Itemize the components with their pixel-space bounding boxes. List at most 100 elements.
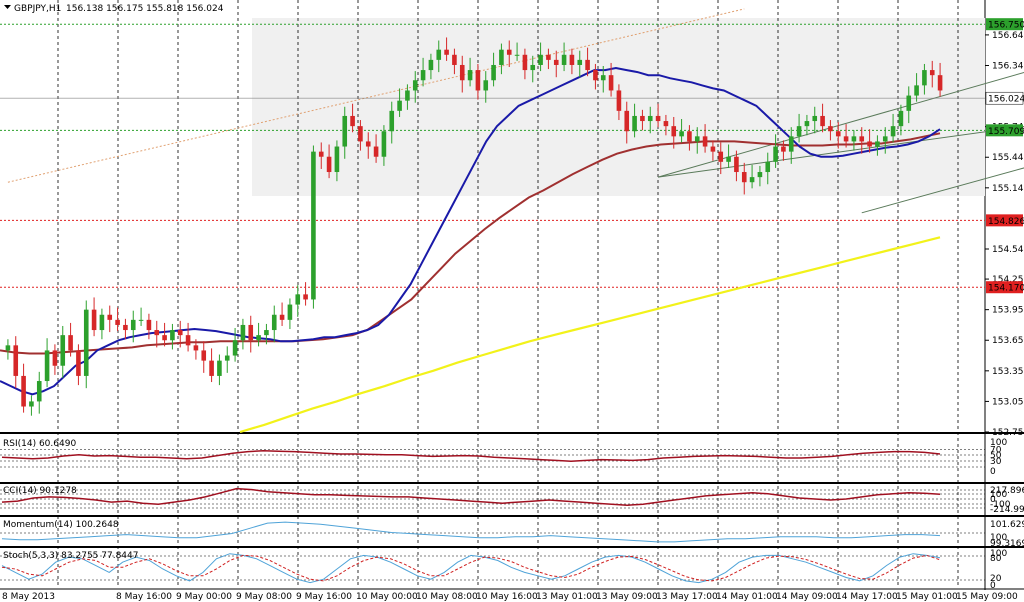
indicator-tick-label: 100 [990, 490, 1007, 500]
candle-body [193, 345, 199, 351]
channel-line-lower [861, 167, 1024, 214]
candle-body [483, 80, 489, 91]
candle-body [365, 141, 371, 147]
candle-body [514, 54, 520, 56]
price-marker-box [986, 124, 1023, 137]
candle-body [820, 115, 825, 127]
candle-body [757, 172, 763, 178]
candle-body [99, 314, 105, 331]
time-axis: 8 May 2013 8 May 16:00 9 May 00:00 9 May 08… [2, 592, 1018, 602]
candle-body [726, 156, 731, 162]
candle-body [875, 141, 880, 147]
candle-body [812, 115, 818, 122]
trendlines [7, 8, 1024, 214]
candle-body [107, 314, 113, 320]
price-tick-label: 154.545 [992, 245, 1024, 255]
candle-body [452, 54, 457, 65]
price-tick-label: 156.645 [992, 31, 1024, 41]
candle-body [185, 335, 191, 346]
candle-body [381, 131, 387, 157]
collapse-triangle-icon[interactable] [4, 5, 11, 9]
time-tick-label: 9 May 16:00 [296, 592, 352, 602]
candle-body [765, 161, 771, 173]
cci-title: CCI(14) 90.1278 [3, 486, 77, 496]
candle-body [694, 136, 700, 142]
time-tick-label: 10 May 08:00 [416, 592, 478, 602]
candle-body [702, 136, 708, 147]
momentum-line [1, 521, 941, 543]
candle-body [436, 49, 442, 60]
chart-header: GBPJPY,H1 156.138 156.175 155.818 156.02… [4, 4, 224, 14]
candle-body [68, 335, 73, 351]
candle-body [295, 294, 301, 305]
candle-body [412, 80, 418, 91]
candle-body [76, 350, 81, 376]
candle-body [287, 304, 293, 320]
candle-body [640, 115, 645, 122]
candle-body [350, 115, 355, 127]
indicators: 1007050300217.89631000-100-214.9927101.6… [0, 438, 1024, 591]
momentum-panel [0, 518, 985, 546]
candle-body [397, 100, 402, 111]
ohlc-label: 156.138 156.175 155.818 156.024 [66, 4, 224, 14]
candle-body [577, 59, 583, 65]
channel-line-mid [658, 125, 1024, 178]
candle-body [632, 115, 637, 132]
stoch-title: Stoch(5,3,3) 83.2755 77.8447 [3, 551, 138, 561]
candle-body [859, 136, 865, 142]
candle-body [123, 324, 128, 331]
price-tick-label: 153.650 [992, 336, 1024, 346]
candle-body [334, 146, 340, 173]
candle-body [138, 319, 144, 321]
candle-body [201, 350, 207, 361]
candle-body [326, 156, 332, 173]
price-tick-label: 153.950 [992, 306, 1024, 316]
candle-body [710, 146, 716, 152]
cci-line [1, 487, 941, 506]
candle-body [788, 136, 794, 152]
time-tick-label: 14 May 17:00 [836, 592, 898, 602]
indicator-tick-label: -100 [990, 500, 1011, 510]
time-tick-label: 9 May 00:00 [176, 592, 232, 602]
candle-body [616, 90, 622, 111]
candle-body [248, 324, 254, 341]
price-axis: 156.645156.345155.745155.445155.145154.5… [985, 18, 1024, 438]
price-marker-lines [0, 23, 985, 288]
candle-body [687, 131, 692, 142]
time-tick-label: 15 May 09:00 [956, 592, 1018, 602]
indicator-tick-label: 99.3169 [990, 539, 1024, 549]
candle-body [264, 330, 269, 336]
time-tick-label: 10 May 00:00 [356, 592, 418, 602]
time-tick-label: 9 May 08:00 [236, 592, 292, 602]
candle-body [655, 115, 661, 122]
candle-body [459, 64, 465, 81]
candle-body [867, 141, 872, 147]
price-marker-label: 156.750 [988, 21, 1024, 31]
candle-body [506, 49, 512, 55]
candle-body [734, 156, 739, 173]
candle-body [585, 59, 590, 71]
candle-body [843, 136, 849, 142]
price-tick-label: 154.250 [992, 275, 1024, 285]
time-tick-label: 10 May 16:00 [476, 592, 538, 602]
candle-body [115, 319, 120, 325]
price-tick-label: 153.350 [992, 367, 1024, 377]
candle-body [358, 126, 363, 142]
candle-body [83, 309, 89, 376]
candle-body [36, 381, 42, 402]
candle-body [130, 319, 136, 331]
candle-body [663, 121, 669, 127]
candle-body [781, 146, 786, 152]
candle-body [569, 54, 575, 65]
candle-body [224, 355, 230, 361]
candle-body [5, 345, 11, 351]
indicator-tick-label: 100 [990, 549, 1007, 559]
candle-body [444, 49, 449, 55]
candle-body [21, 375, 26, 407]
candle-body [29, 401, 34, 407]
candle-body [922, 70, 927, 86]
candle-body [851, 136, 857, 142]
candle-body [162, 335, 167, 341]
candle-body [303, 294, 308, 300]
candle-body [937, 75, 943, 91]
